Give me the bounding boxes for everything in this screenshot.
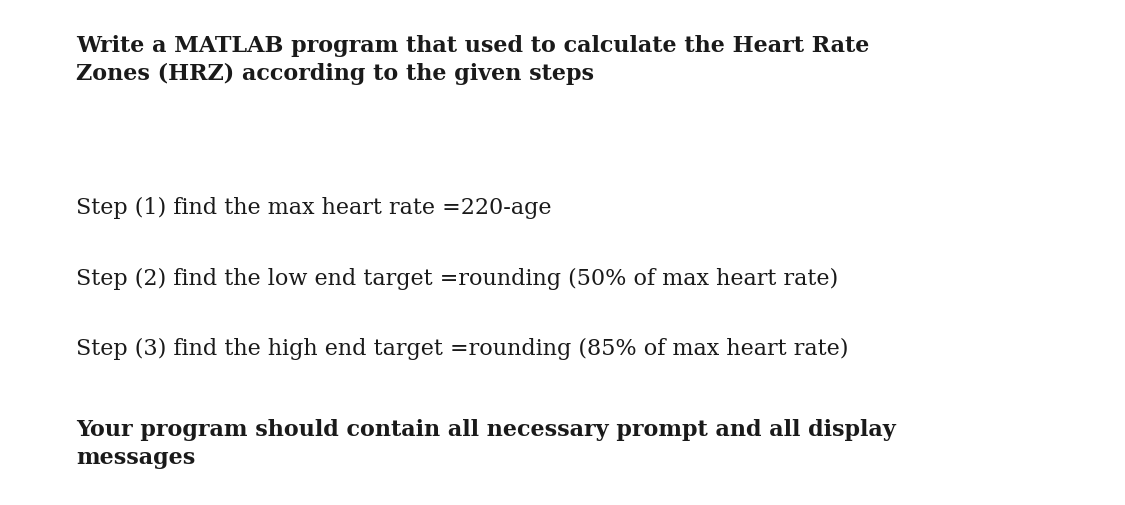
Text: Step (2) find the low end target =rounding (50% of max heart rate): Step (2) find the low end target =roundi… — [76, 268, 839, 290]
Text: Step (3) find the high end target =rounding (85% of max heart rate): Step (3) find the high end target =round… — [76, 338, 849, 361]
Text: Write a MATLAB program that used to calculate the Heart Rate
Zones (HRZ) accordi: Write a MATLAB program that used to calc… — [76, 35, 870, 85]
Text: Step (1) find the max heart rate =220-age: Step (1) find the max heart rate =220-ag… — [76, 197, 552, 219]
Text: Your program should contain all necessary prompt and all display
messages: Your program should contain all necessar… — [76, 419, 897, 469]
